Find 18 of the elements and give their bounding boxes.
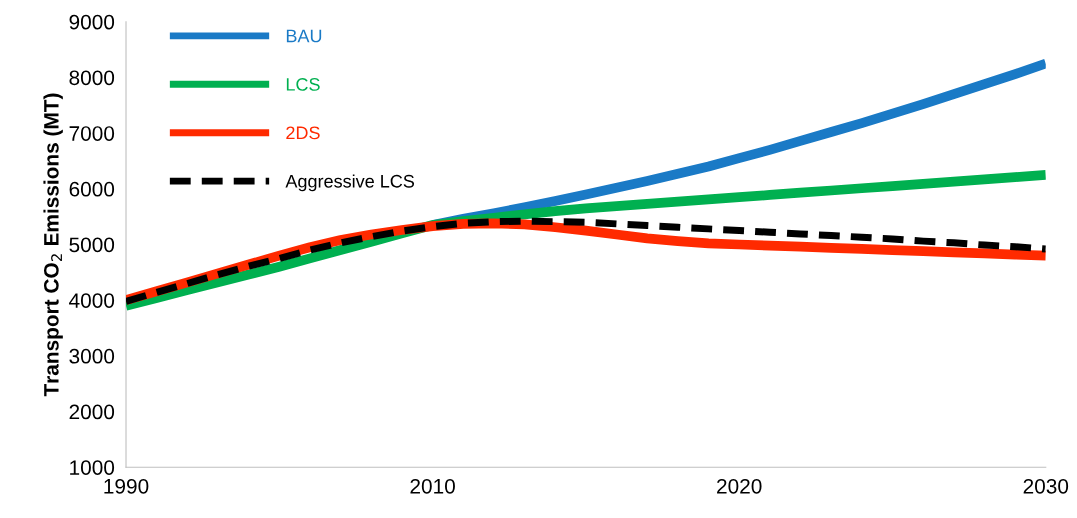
x-tick-label: 2010	[410, 478, 455, 494]
y-tick-label: 7000	[69, 126, 115, 141]
text: BAU	[286, 29, 322, 43]
y-tick-label: 8000	[69, 70, 115, 86]
y-tick-label: 2000	[69, 404, 115, 420]
x-tick-label: 2020	[717, 478, 762, 494]
y-axis-title: Transport CO$_{2}$ Emissions (MT)	[43, 93, 63, 397]
y-tick-label: 9000	[69, 14, 115, 30]
y-tick-label: 3000	[69, 348, 115, 364]
y-tick-label: 1000	[70, 460, 115, 475]
x-tick-label: 1990	[104, 478, 149, 494]
y-tick-label: 6000	[69, 181, 115, 197]
text: LCS	[286, 78, 320, 91]
text: 2DS	[286, 126, 320, 140]
text: Aggressive LCS	[285, 174, 415, 192]
x-tick-label: 2030	[1023, 478, 1069, 494]
y-tick-label: 5000	[69, 237, 115, 253]
y-tick-label: 4000	[69, 293, 115, 308]
